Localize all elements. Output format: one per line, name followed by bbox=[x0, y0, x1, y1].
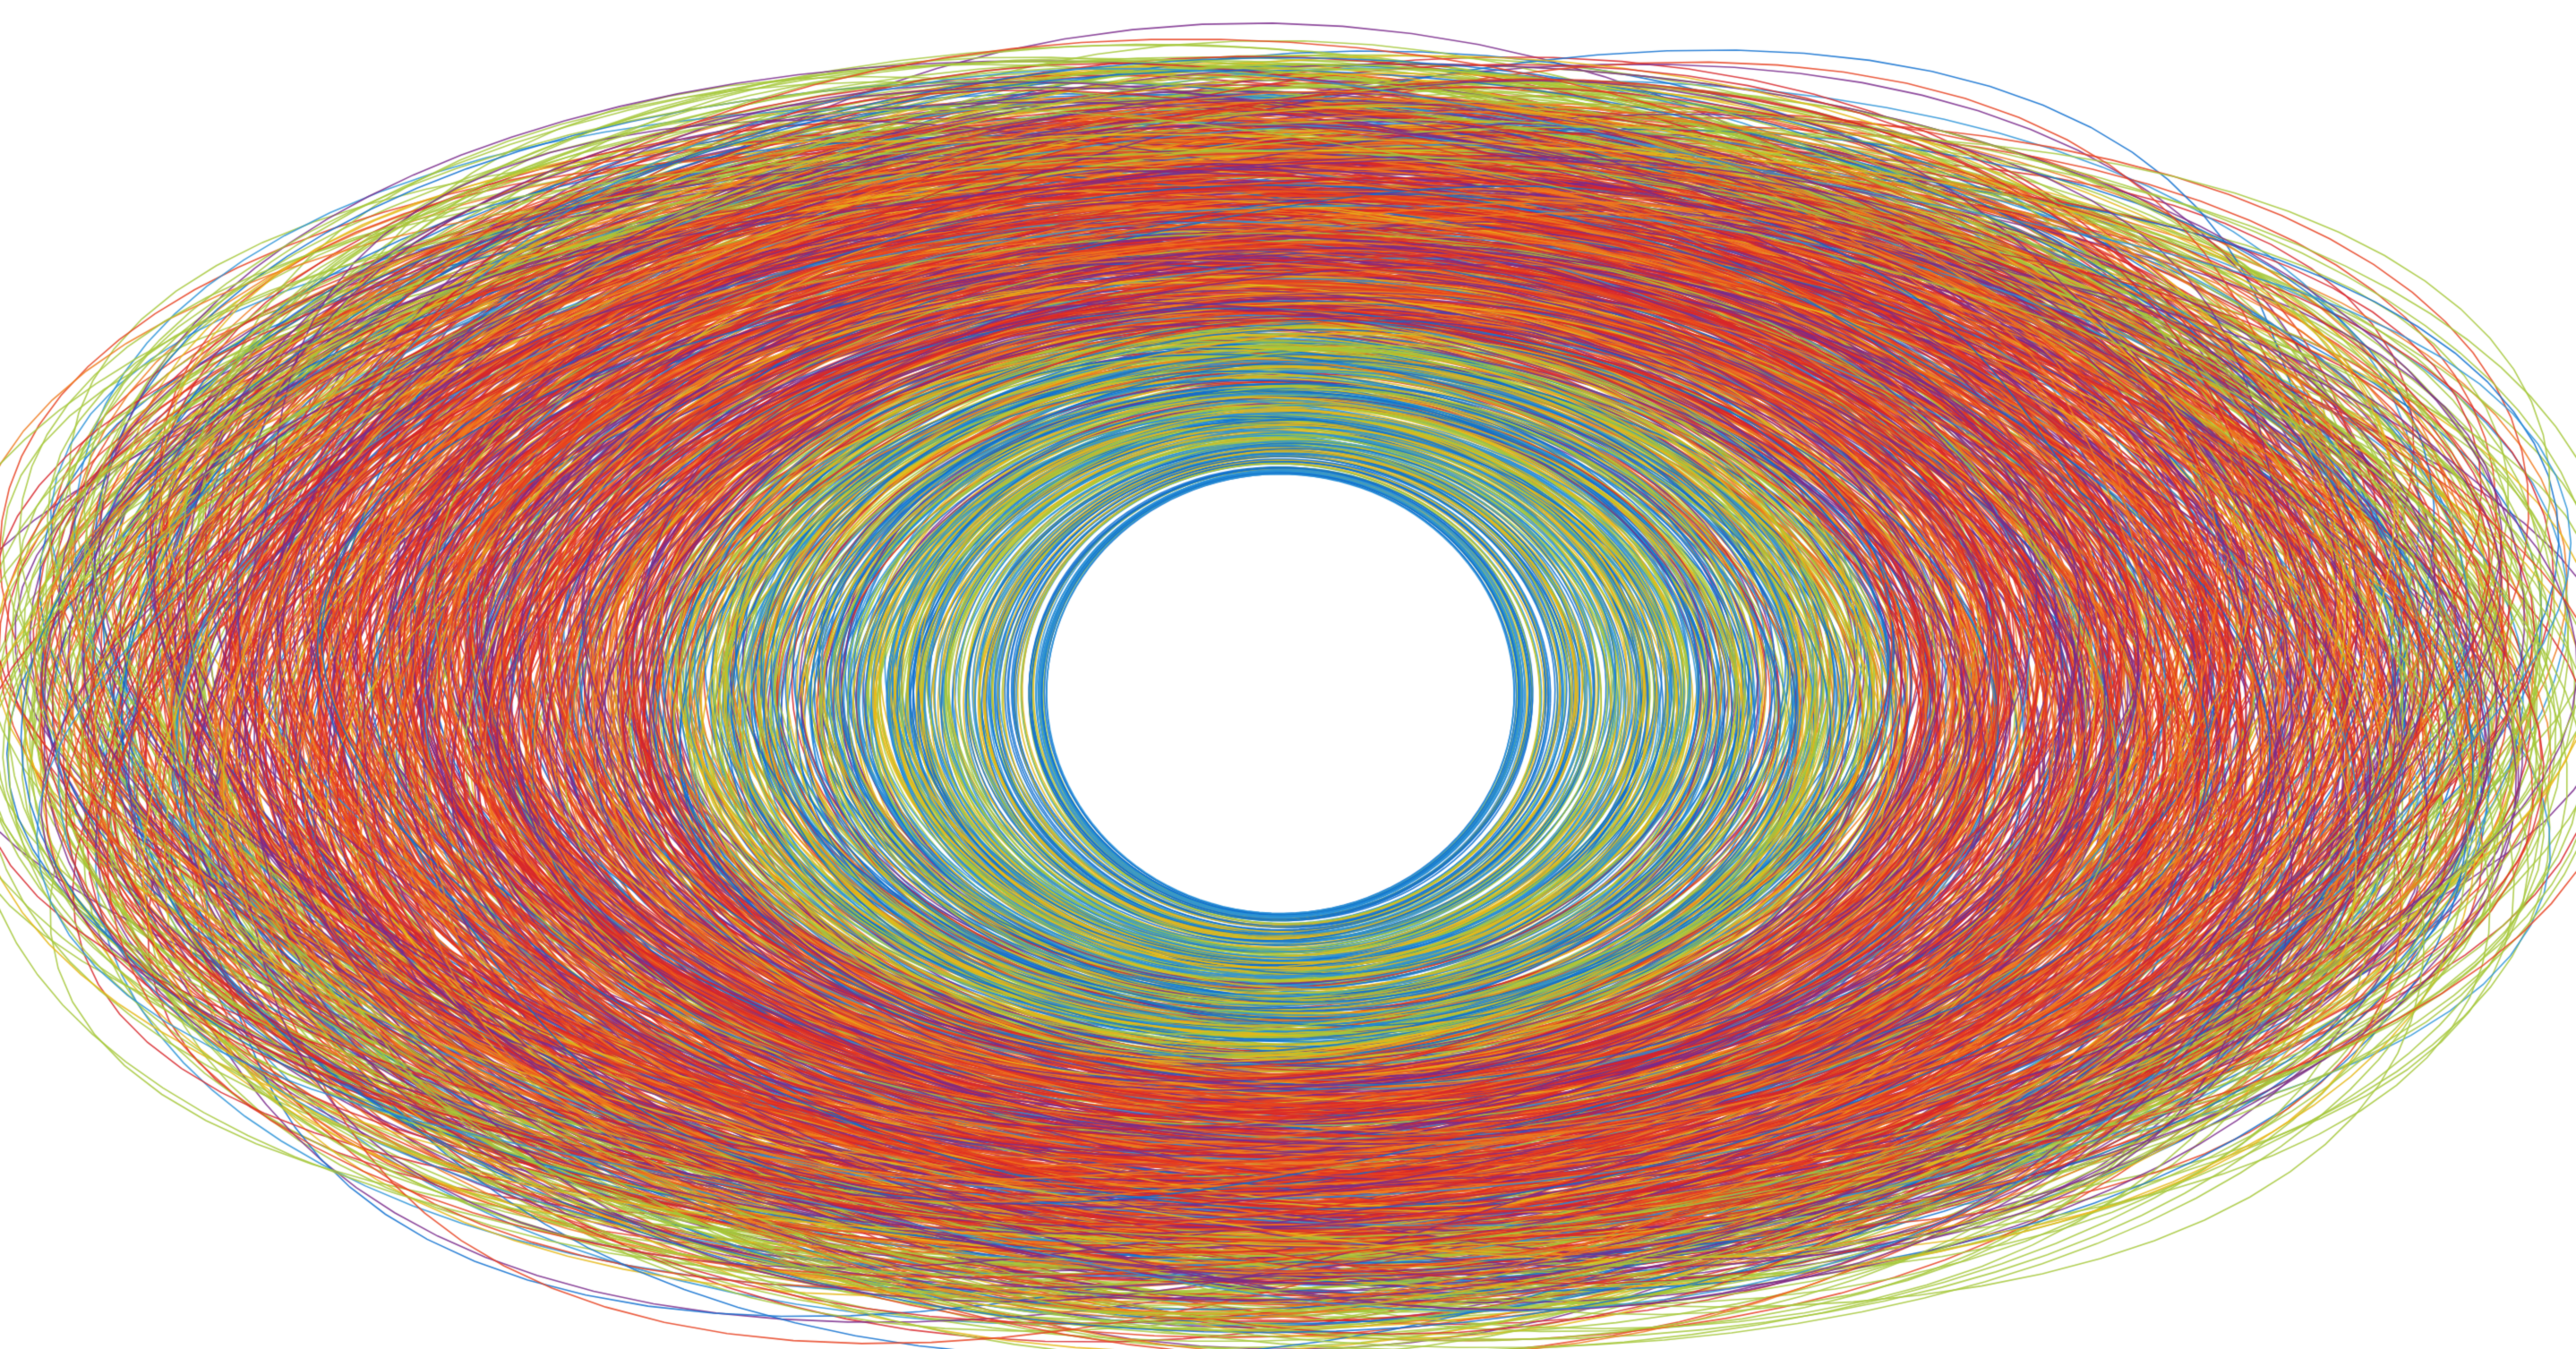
elliptical-ring-artwork bbox=[0, 0, 2576, 1349]
